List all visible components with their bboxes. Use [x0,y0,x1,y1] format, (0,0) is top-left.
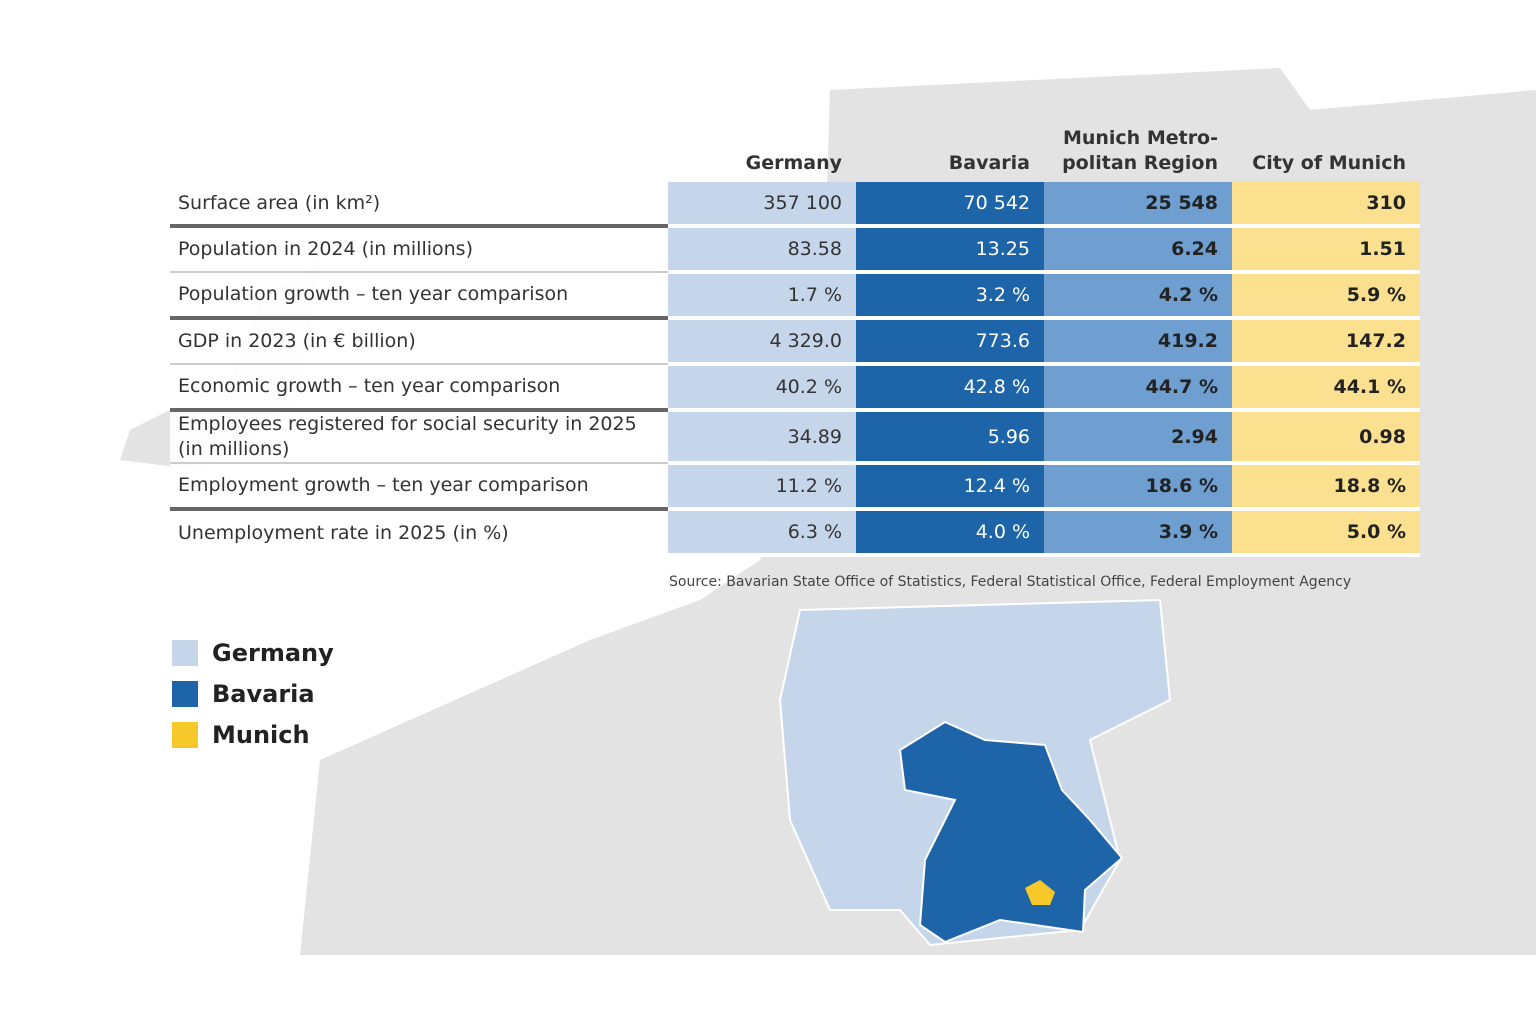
row-label: Employment growth – ten year comparison [170,463,668,511]
cell: 44.7 % [1044,364,1232,412]
cell: 25 548 [1044,182,1232,228]
cell: 18.6 % [1044,463,1232,511]
cell: 40.2 % [668,364,856,412]
cell: 70 542 [856,182,1044,228]
row-label: Population in 2024 (in millions) [170,226,668,273]
cell: 6.24 [1044,226,1232,274]
cell: 147.2 [1232,318,1420,366]
legend-item: Germany [172,632,334,673]
cell: 773.6 [856,318,1044,366]
row-label: Surface area (in km²) [170,182,668,228]
table-row: Unemployment rate in 2025 (in %) 6.3 % 4.0… [170,509,1420,557]
cell: 4.2 % [1044,272,1232,320]
munich [1025,880,1055,905]
column-header: Germany [745,152,842,174]
column-header: City of Munich [1252,152,1406,174]
table-row: Employees registered for social security… [170,410,1420,465]
legend-item: Munich [172,714,334,755]
cell: 18.8 % [1232,463,1420,511]
cell: 3.2 % [856,272,1044,320]
cell: 357 100 [668,182,856,228]
row-label: Employees registered for social security… [170,410,668,464]
legend-swatch [172,680,198,707]
table-row: Population in 2024 (in millions) 83.58 13.… [170,226,1420,274]
cell: 12.4 % [856,463,1044,511]
cell: 1.51 [1232,226,1420,274]
cell: 44.1 % [1232,364,1420,412]
table-row: Economic growth – ten year comparison 40.… [170,364,1420,412]
cell: 34.89 [668,410,856,465]
table-row: GDP in 2023 (in € billion) 4 329.0 773.6 41… [170,318,1420,366]
column-header: Munich Metro-politan Region [1044,120,1232,182]
cell: 6.3 % [668,509,856,557]
cell: 83.58 [668,226,856,274]
legend-swatch [172,639,198,666]
cell: 42.8 % [856,364,1044,412]
cell: 419.2 [1044,318,1232,366]
header-line: politan Region [1062,152,1218,174]
legend-item: Bavaria [172,673,334,714]
legend-label: Bavaria [212,679,315,708]
column-header: Bavaria [948,152,1030,174]
row-label: Economic growth – ten year comparison [170,364,668,412]
cell: 5.0 % [1232,509,1420,557]
table-row: Population growth – ten year comparison 1… [170,272,1420,320]
cell: 5.9 % [1232,272,1420,320]
bavaria [898,720,1124,944]
cell: 3.9 % [1044,509,1232,557]
cell: 4 329.0 [668,318,856,366]
row-label: Unemployment rate in 2025 (in %) [170,509,668,555]
table-row: Employment growth – ten year comparison 1… [170,463,1420,511]
cell: 11.2 % [668,463,856,511]
table-row: Surface area (in km²) 357 100 70 542 25 548… [170,182,1420,228]
legend: Germany Bavaria Munich [172,632,334,755]
cell: 0.98 [1232,410,1420,465]
legend-label: Germany [212,638,334,667]
row-label: GDP in 2023 (in € billion) [170,318,668,365]
cell: 4.0 % [856,509,1044,557]
cell: 2.94 [1044,410,1232,465]
row-label: Population growth – ten year comparison [170,272,668,320]
cell: 5.96 [856,410,1044,465]
header-line: Munich Metro- [1062,127,1218,149]
legend-swatch [172,721,198,748]
cell: 1.7 % [668,272,856,320]
data-table: Germany Bavaria Munich Metro-politan Regio… [170,120,1420,557]
source: Source: Bavarian State Office of Statist… [669,574,1352,590]
corner [170,120,668,182]
cell: 13.25 [856,226,1044,274]
legend-label: Munich [212,720,310,749]
cell: 310 [1232,182,1420,228]
